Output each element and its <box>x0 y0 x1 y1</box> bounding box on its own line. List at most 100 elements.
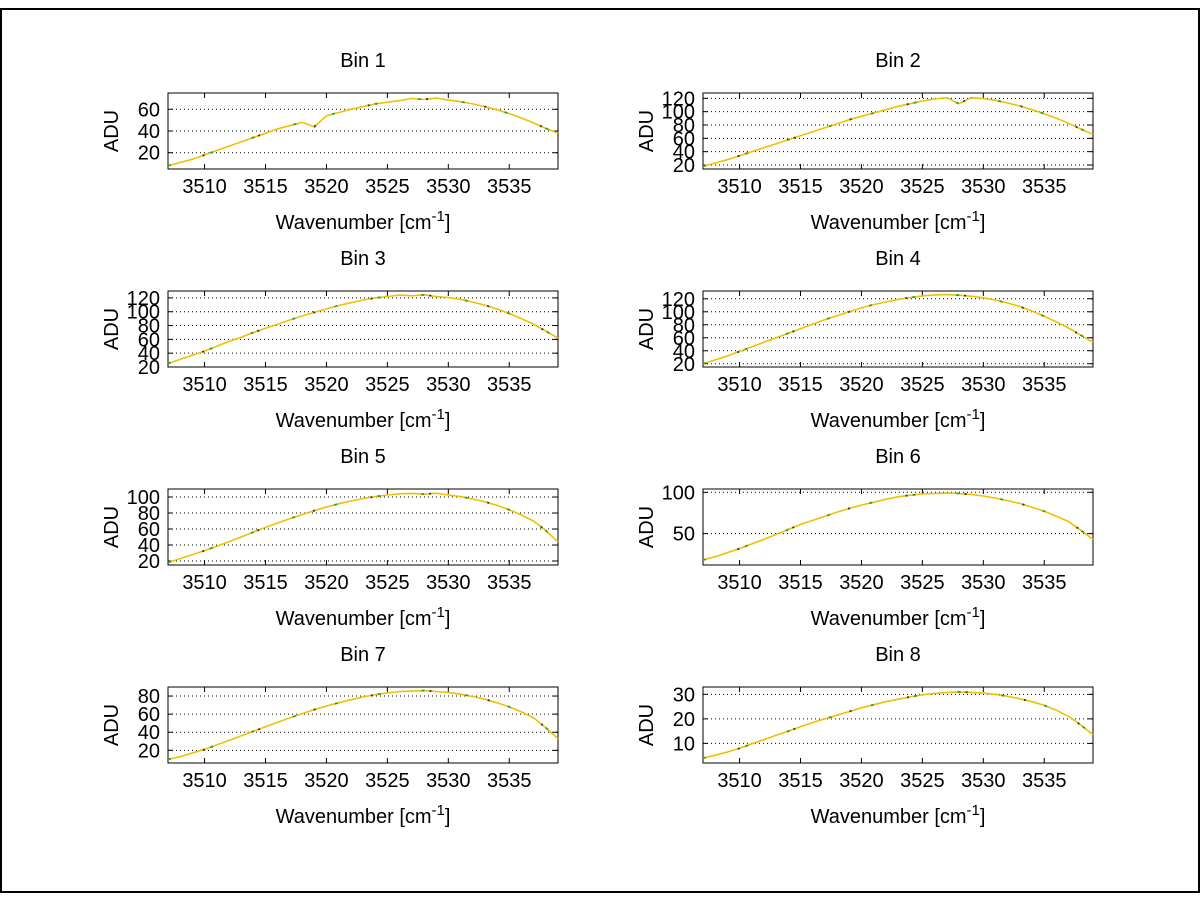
ytick-label: 80 <box>673 315 695 337</box>
xtick-label: 3510 <box>717 374 762 396</box>
axes-box <box>702 488 1094 566</box>
xtick-label: 3530 <box>961 374 1006 396</box>
xtick-label: 3510 <box>717 770 762 792</box>
spectrum-line <box>702 691 1094 759</box>
y-axis-label: ADU <box>101 308 123 350</box>
x-axis-label: Wavenumber [cm-1] <box>276 604 451 630</box>
ytick-label: 20 <box>138 143 160 165</box>
xtick-label: 3520 <box>839 770 884 792</box>
xtick-label: 3510 <box>182 176 227 198</box>
ytick-label: 60 <box>138 99 160 121</box>
spectrum-fleck-green <box>167 492 559 564</box>
xtick-label: 3525 <box>365 176 410 198</box>
y-axis-label: ADU <box>636 704 658 746</box>
ytick-label: 100 <box>127 302 160 324</box>
ytick-label: 20 <box>138 551 160 573</box>
subplot-bin-2: 20 40 60 80 100 120 3510 3515 3520 3525 3530 3535 Bi… <box>633 47 1168 245</box>
xtick-label: 3515 <box>778 176 823 198</box>
xtick-label: 3515 <box>243 572 288 594</box>
ytick-label: 80 <box>138 503 160 525</box>
x-axis-label: Wavenumber [cm-1] <box>811 802 986 828</box>
x-axis-label: Wavenumber [cm-1] <box>811 208 986 234</box>
chart-title: Bin 4 <box>875 248 921 270</box>
x-axis-label: Wavenumber [cm-1] <box>811 604 986 630</box>
ytick-label: 100 <box>662 102 695 124</box>
subplot-bin-5: 20 40 60 80 100 3510 3515 3520 3525 3530 3535 Bin 5… <box>98 443 633 641</box>
spectrum-fleck-dark <box>702 492 1094 561</box>
figure-frame <box>0 8 1200 893</box>
xtick-label: 3525 <box>900 770 945 792</box>
y-axis-label: ADU <box>636 506 658 548</box>
spectrum-line <box>702 293 1094 365</box>
subplot-bin-3: 20 40 60 80 100 120 3510 3515 3520 3525 3530 3535 Bi… <box>98 245 633 443</box>
ytick-label: 80 <box>138 316 160 338</box>
spectrum-fleck-green <box>167 293 559 365</box>
ytick-label: 80 <box>138 686 160 708</box>
xtick-label: 3510 <box>717 176 762 198</box>
xtick-label: 3525 <box>900 374 945 396</box>
xtick-label: 3525 <box>900 572 945 594</box>
spectrum-fleck-green <box>702 492 1094 561</box>
ytick-label: 60 <box>673 328 695 350</box>
ytick-label: 120 <box>662 289 695 311</box>
xtick-label: 3515 <box>778 770 823 792</box>
axes-box <box>702 686 1094 764</box>
xtick-label: 3510 <box>182 572 227 594</box>
xtick-label: 3530 <box>426 374 471 396</box>
xtick-label: 3515 <box>778 572 823 594</box>
xtick-label: 3530 <box>961 770 1006 792</box>
ytick-label: 100 <box>662 482 695 504</box>
xtick-label: 3530 <box>426 770 471 792</box>
xtick-label: 3530 <box>961 176 1006 198</box>
chart-canvas: 50 100 3510 3515 3520 3525 3530 3535 Bin 6 ADU Wav… <box>636 446 1094 630</box>
y-axis-label: ADU <box>101 704 123 746</box>
xtick-label: 3535 <box>487 770 532 792</box>
x-axis-label: Wavenumber [cm-1] <box>276 208 451 234</box>
ytick-label: 120 <box>662 88 695 110</box>
spectrum-fleck-green <box>167 689 559 761</box>
xtick-label: 3515 <box>243 176 288 198</box>
xtick-label: 3535 <box>1022 572 1067 594</box>
ytick-label: 60 <box>138 329 160 351</box>
ytick-label: 20 <box>673 354 695 376</box>
axes-box <box>702 290 1094 368</box>
spectrum-fleck-green <box>167 96 559 167</box>
subplot-bin-8: 10 20 30 3510 3515 3520 3525 3530 3535 Bin 8 ADU Wa… <box>633 641 1168 839</box>
ytick-label: 20 <box>673 155 695 177</box>
xtick-label: 3525 <box>365 572 410 594</box>
subplot-bin-1: 20 40 60 3510 3515 3520 3525 3530 3535 Bin 1 ADU Wa… <box>98 47 633 245</box>
x-axis-label: Wavenumber [cm-1] <box>811 406 986 432</box>
ytick-label: 100 <box>662 302 695 324</box>
ytick-label: 100 <box>127 487 160 509</box>
xtick-label: 3535 <box>487 176 532 198</box>
ytick-label: 50 <box>673 524 695 546</box>
ytick-label: 40 <box>673 341 695 363</box>
subplot-bin-6: 50 100 3510 3515 3520 3525 3530 3535 Bin 6 ADU Wav… <box>633 443 1168 641</box>
axes-box <box>167 92 559 170</box>
spectrum-line <box>167 97 559 167</box>
ytick-label: 40 <box>138 722 160 744</box>
xtick-label: 3515 <box>243 374 288 396</box>
y-axis-label: ADU <box>101 506 123 548</box>
ytick-label: 10 <box>673 733 695 755</box>
ytick-label: 20 <box>138 357 160 379</box>
xtick-label: 3510 <box>717 572 762 594</box>
xtick-label: 3535 <box>487 572 532 594</box>
ytick-label: 60 <box>138 704 160 726</box>
chart-title: Bin 8 <box>875 644 921 666</box>
chart-title: Bin 2 <box>875 50 921 72</box>
xtick-label: 3520 <box>304 374 349 396</box>
xtick-label: 3535 <box>1022 770 1067 792</box>
ytick-label: 20 <box>673 709 695 731</box>
xtick-label: 3530 <box>426 572 471 594</box>
x-axis-label: Wavenumber [cm-1] <box>276 802 451 828</box>
xtick-label: 3535 <box>1022 374 1067 396</box>
xtick-label: 3535 <box>1022 176 1067 198</box>
spectrum-fleck-dark <box>702 96 1094 168</box>
spectrum-fleck-green <box>702 293 1094 365</box>
ytick-label: 120 <box>127 288 160 310</box>
